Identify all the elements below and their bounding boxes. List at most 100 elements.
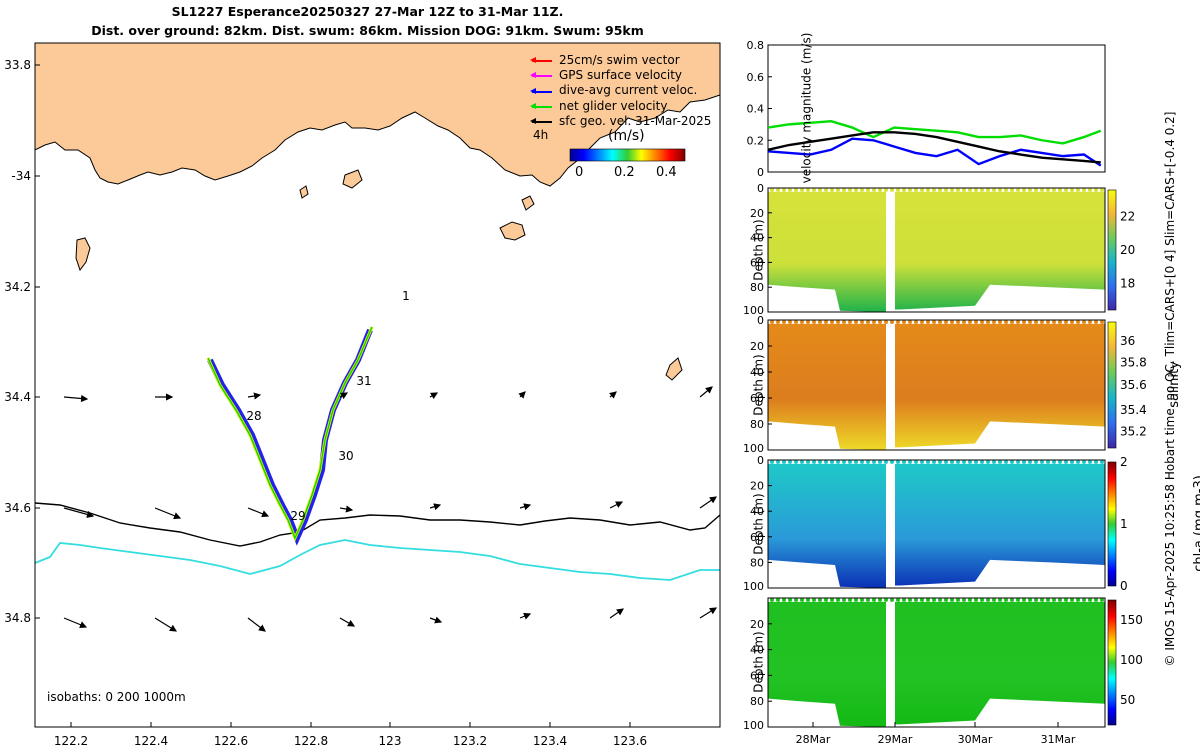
velocity-series-line <box>767 131 1101 164</box>
depth-tick: 40 <box>750 232 764 245</box>
isobath-1000m <box>34 539 720 581</box>
geostrophic-arrow <box>154 507 182 520</box>
colorbar-tick: 35.4 <box>1120 403 1147 417</box>
colorbar-tick: 35.6 <box>1120 378 1147 392</box>
profile-heatmap <box>768 601 1105 727</box>
geostrophic-arrow <box>699 496 717 509</box>
depth-tick: 40 <box>750 366 764 379</box>
colorbar-tick: 0 <box>1120 579 1128 593</box>
velocity-series-line <box>767 119 1102 145</box>
isobath-200m <box>34 502 721 547</box>
colorbar-tick: 50 <box>1120 693 1135 707</box>
depth-tick: 100 <box>743 304 764 317</box>
depth-tick: 40 <box>750 505 764 518</box>
chart-title-line1: SL1227 Esperance20250327 27-Mar 12Z to 3… <box>171 4 564 19</box>
depth-tick: 100 <box>743 442 764 455</box>
geostrophic-arrow <box>63 617 88 629</box>
day-label: 29 <box>290 509 305 523</box>
geostrophic-arrow <box>339 392 349 400</box>
map-x-tick: 123.4 <box>533 734 567 748</box>
velocity-series-line <box>767 137 1102 167</box>
geostrophic-arrow <box>699 386 713 398</box>
colorbar-label: salinity <box>1166 361 1182 408</box>
legend-period: 4h <box>533 128 549 142</box>
profile-heatmap <box>768 323 1105 450</box>
depth-tick: 80 <box>750 281 764 294</box>
depth-tick: 40 <box>750 644 764 657</box>
time-tick: 30Mar <box>958 733 993 746</box>
geostrophic-arrow <box>429 392 439 400</box>
depth-tick: 0 <box>757 314 764 327</box>
day-label: 1 <box>402 289 410 303</box>
map-x-tick: 122.6 <box>214 734 248 748</box>
speed-colorbar <box>569 148 686 162</box>
colorbar-label: chl-a (mg m-3) <box>1191 475 1200 572</box>
geostrophic-arrow <box>429 616 443 624</box>
map-x-tick: 123.6 <box>613 734 647 748</box>
land-mass <box>34 42 721 187</box>
panel-y-label: Depth (m) <box>751 354 766 416</box>
map-y-tick: -34 <box>11 169 31 183</box>
profile-heatmap <box>768 191 1105 312</box>
panel-y-label: Depth (m) <box>751 219 766 281</box>
colorbar-tick: 0.4 <box>656 165 677 180</box>
time-tick: 31Mar <box>1041 733 1076 746</box>
chart-title-line2: Dist. over ground: 82km. Dist. swum: 86k… <box>91 23 644 38</box>
legend-item: net glider velocity <box>530 99 711 114</box>
geostrophic-arrow <box>339 505 354 513</box>
depth-tick: 60 <box>750 392 764 405</box>
day-label: 30 <box>338 449 353 463</box>
depth-tick: 80 <box>750 695 764 708</box>
colorbar-tick: 20 <box>1120 243 1135 257</box>
colorbar-tick: 100 <box>1120 653 1143 667</box>
depth-tick: 80 <box>750 556 764 569</box>
profile-heatmap <box>768 463 1105 588</box>
geostrophic-arrow <box>609 391 617 399</box>
depth-tick: 80 <box>750 418 764 431</box>
geostrophic-arrow <box>63 394 89 403</box>
panel-y-label: Depth (m) <box>751 493 766 555</box>
geostrophic-arrow <box>519 612 532 620</box>
geostrophic-arrow <box>247 392 262 400</box>
depth-tick: 100 <box>743 719 764 732</box>
colorbar-tick: 150 <box>1120 613 1143 627</box>
legend-item: dive-avg current veloc. <box>530 83 711 98</box>
geostrophic-arrow <box>247 617 266 632</box>
legend-item: 25cm/s swim vector <box>530 53 711 68</box>
geostrophic-arrow <box>154 617 178 632</box>
colorbar-tick: 35.2 <box>1120 425 1147 439</box>
depth-tick: 20 <box>750 207 764 220</box>
map-x-tick: 123 <box>379 734 402 748</box>
depth-tick: 20 <box>750 618 764 631</box>
glider-track <box>206 326 374 546</box>
colorbar-tick: 36 <box>1120 334 1135 348</box>
panel-colorbar <box>1107 321 1117 449</box>
geostrophic-arrow <box>339 617 356 627</box>
velocity-y-tick: 0.8 <box>747 39 765 52</box>
geostrophic-arrow <box>429 503 442 511</box>
geostrophic-arrow <box>247 507 270 518</box>
depth-tick: 20 <box>750 480 764 493</box>
map-x-tick: 123.2 <box>453 734 487 748</box>
panel-y-label: Depth (m) <box>751 631 766 693</box>
geostrophic-arrow <box>699 607 718 619</box>
geostrophic-arrow <box>518 391 526 399</box>
depth-tick: 60 <box>750 531 764 544</box>
velocity-y-tick: 0 <box>757 166 764 179</box>
map-legend: 25cm/s swim vector GPS surface velocity di… <box>530 53 711 129</box>
depth-tick: 60 <box>750 669 764 682</box>
map-y-tick: 33.8 <box>4 58 31 72</box>
panel-colorbar <box>1107 599 1117 726</box>
geostrophic-arrow <box>519 503 532 511</box>
colorbar-tick: 22 <box>1120 209 1135 223</box>
map-y-tick: 34.2 <box>4 280 31 294</box>
time-tick: 29Mar <box>878 733 913 746</box>
map-x-tick: 122.4 <box>134 734 168 748</box>
geostrophic-arrow <box>609 501 624 509</box>
colorbar-unit: (m/s) <box>608 128 645 144</box>
velocity-y-tick: 0.6 <box>747 71 765 84</box>
colorbar-tick: 35.8 <box>1120 355 1147 369</box>
panel-y-label: velocity magnitude (m/s) <box>799 32 814 184</box>
depth-tick: 100 <box>743 580 764 593</box>
